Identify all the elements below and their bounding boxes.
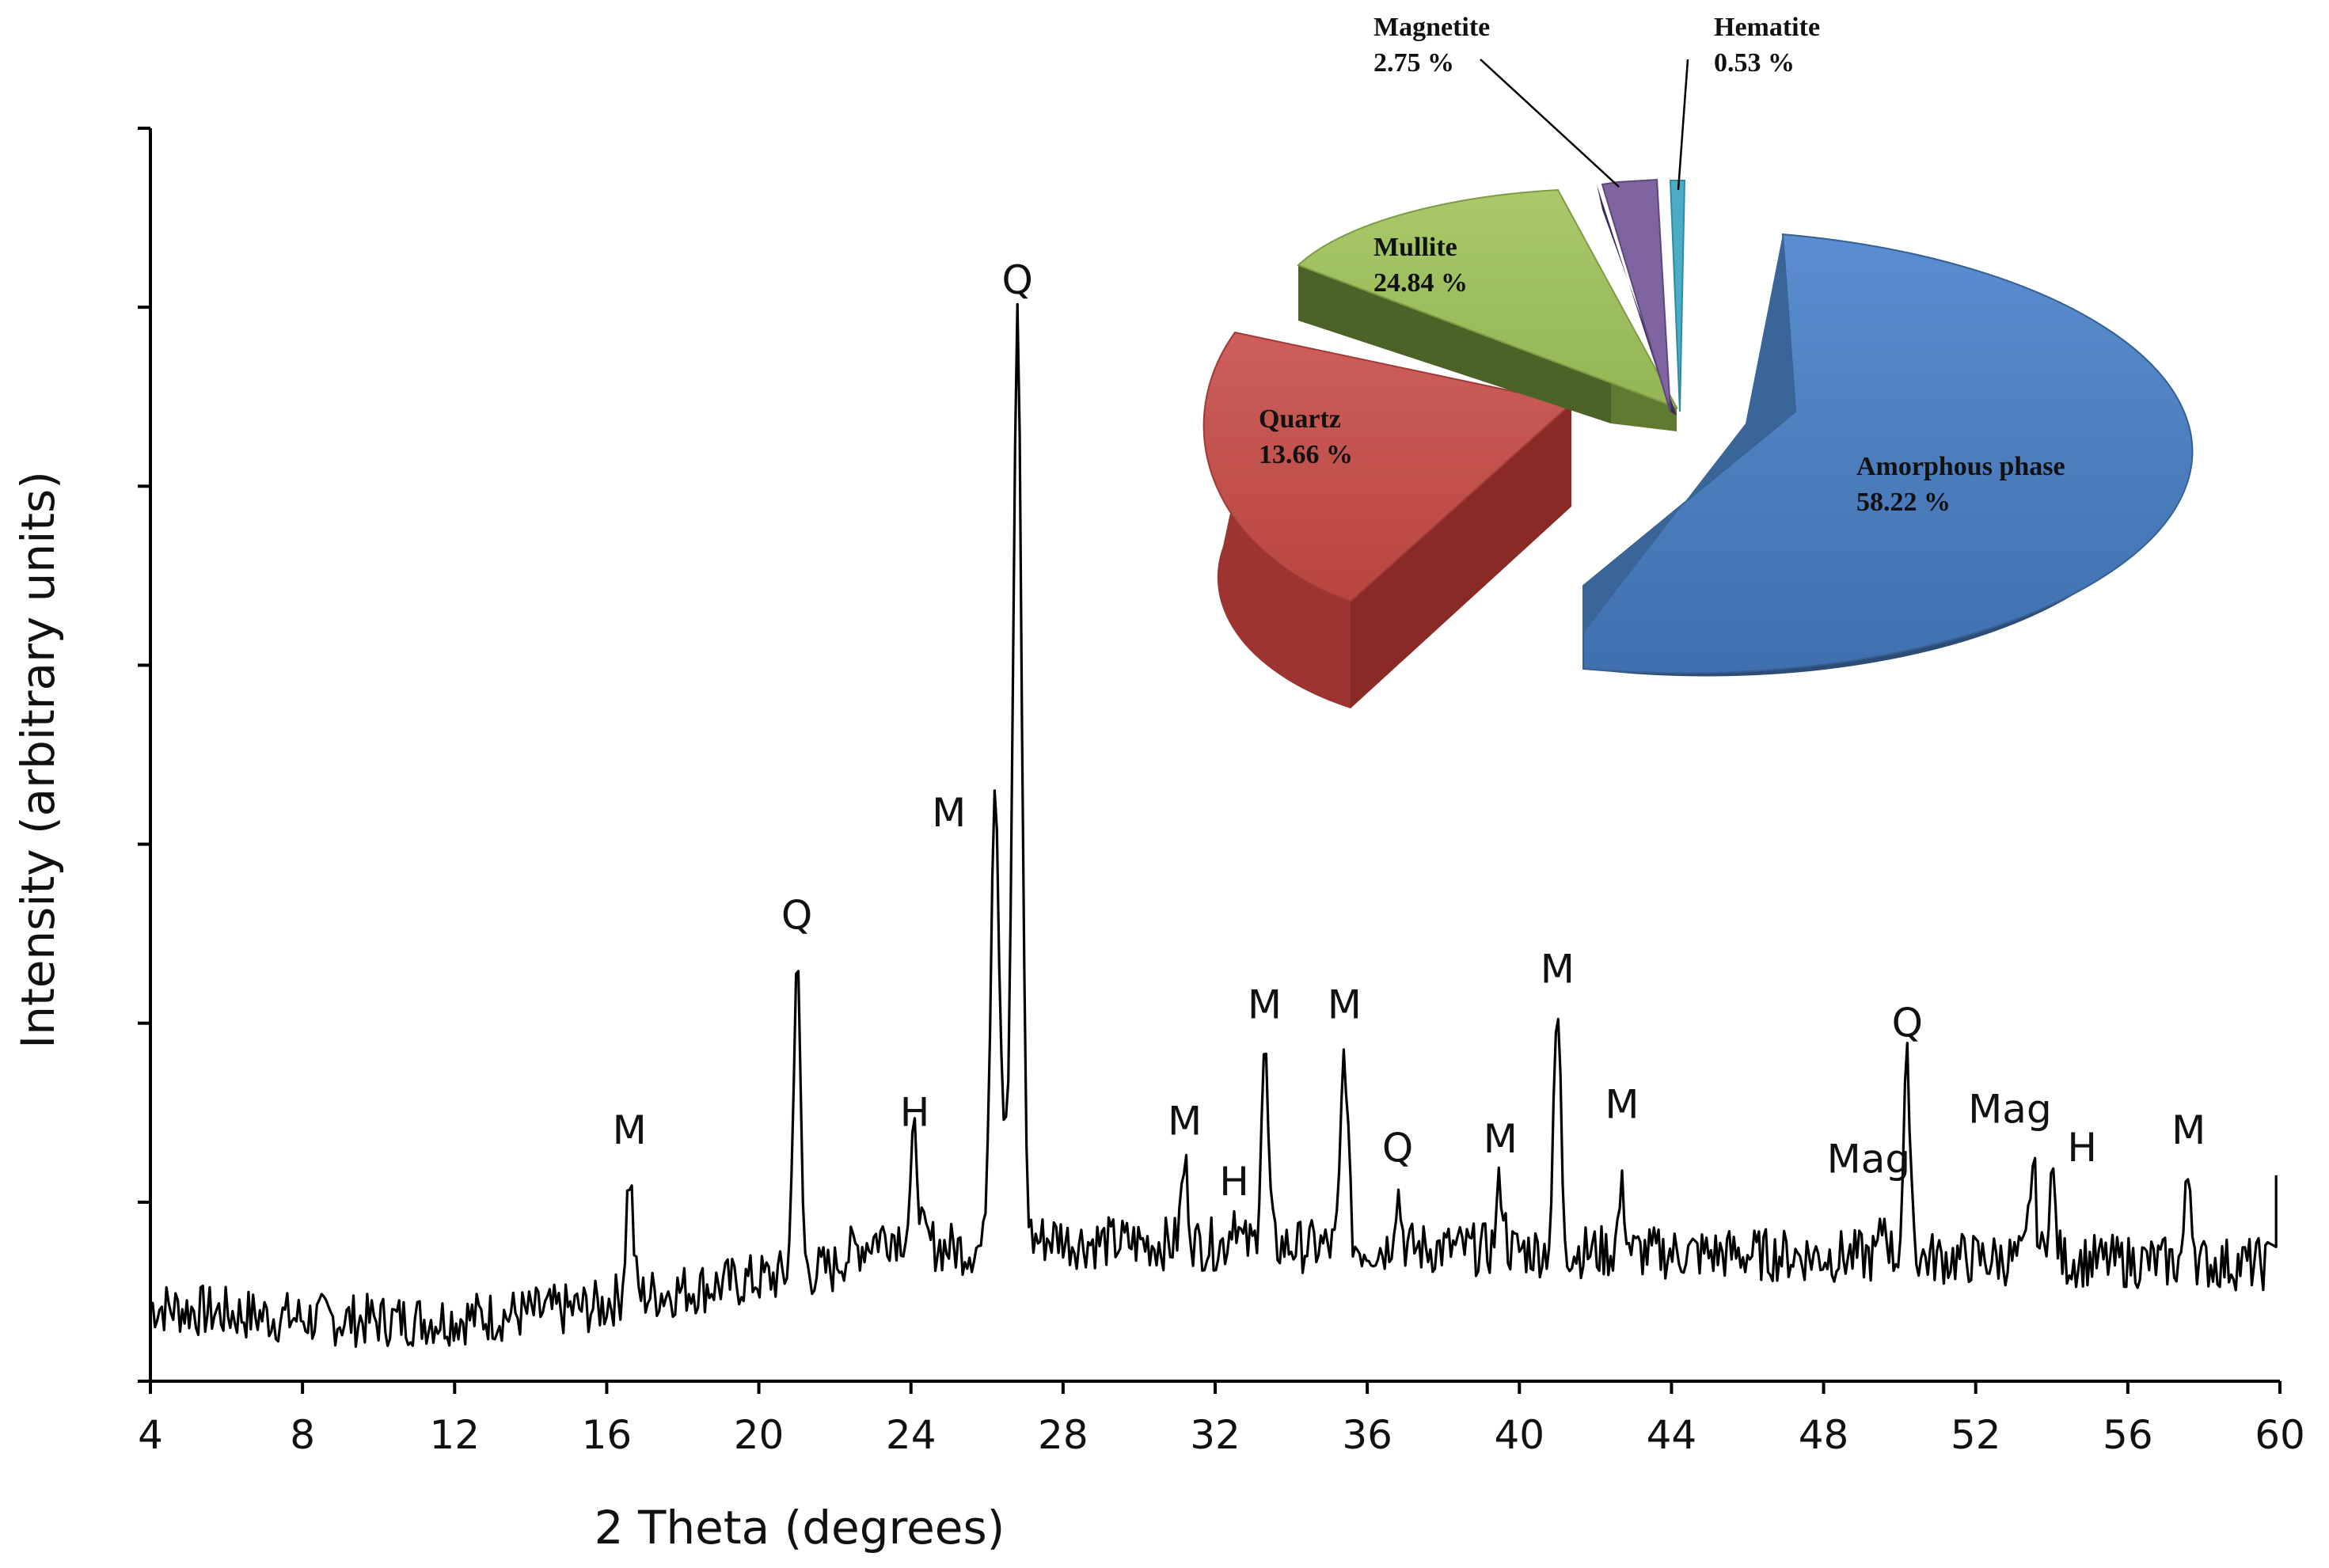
pie-slice-quartz xyxy=(1202,331,1574,603)
y-axis-title: Intensity (arbitrary units) xyxy=(11,471,65,1049)
peak-label: M xyxy=(1248,982,1282,1028)
pie-label-mullite-value: 24.84 % xyxy=(1373,268,1468,298)
x-tick-label: 48 xyxy=(1799,1412,1849,1458)
peak-label: Q xyxy=(1892,1000,1923,1046)
x-axis-title: 2 Theta (degrees) xyxy=(595,1501,1005,1555)
x-axis-ticks: 4 8 12 16 20 24 28 32 36 40 44 48 52 56 60 xyxy=(138,1381,2305,1458)
peak-label: M xyxy=(2171,1107,2206,1153)
pie-slice-amorphous-cut xyxy=(1583,234,1795,633)
peak-label: Q xyxy=(1382,1126,1413,1171)
peak-label: M xyxy=(1168,1099,1202,1145)
pie-slice-amorphous xyxy=(1582,233,2194,674)
y-axis-ticks xyxy=(138,127,150,1383)
peak-label: H xyxy=(900,1089,930,1135)
x-tick-label: 52 xyxy=(1951,1412,2001,1458)
pie-label-mullite-name: Mullite xyxy=(1373,233,1457,262)
pie-label-hematite-value: 0.53 % xyxy=(1714,48,1795,78)
x-tick-label: 44 xyxy=(1647,1412,1697,1458)
pie-slice-side-quartz-curve xyxy=(1217,491,1351,708)
leader-line-hematite xyxy=(1677,59,1689,191)
pie-slice-hematite xyxy=(1669,180,1686,412)
xrd-pattern-line xyxy=(149,302,2278,1348)
x-tick-label: 8 xyxy=(290,1412,315,1458)
pie-label-quartz-name: Quartz xyxy=(1259,404,1341,434)
pie-label-amorphous-value: 58.22 % xyxy=(1856,488,1951,517)
pie-slice-mullite xyxy=(1297,188,1679,409)
x-tick-label: 40 xyxy=(1494,1412,1544,1458)
x-tick-label: 56 xyxy=(2103,1412,2153,1458)
peak-label: M xyxy=(613,1107,647,1153)
x-tick-label: 16 xyxy=(582,1412,633,1458)
x-tick-label: 32 xyxy=(1190,1412,1240,1458)
peak-label: Q xyxy=(781,893,812,939)
peak-label: Mag xyxy=(1827,1136,1911,1182)
x-tick-label: 36 xyxy=(1342,1412,1392,1458)
pie-label-magnetite-value: 2.75 % xyxy=(1373,48,1454,78)
peak-label: Q xyxy=(1002,257,1033,303)
peak-label: M xyxy=(1328,982,1362,1028)
x-tick-label: 60 xyxy=(2255,1412,2305,1458)
peak-label: M xyxy=(1605,1082,1639,1128)
x-tick-label: 12 xyxy=(429,1412,480,1458)
pie-label-quartz-value: 13.66 % xyxy=(1259,440,1353,469)
peak-label: Mag xyxy=(1968,1087,2052,1133)
leader-line-magnetite xyxy=(1480,59,1620,188)
peak-label: H xyxy=(2067,1125,2097,1171)
pie-label-hematite-name: Hematite xyxy=(1714,13,1820,42)
peak-label: M xyxy=(932,790,966,836)
peak-label: M xyxy=(1541,946,1575,992)
pie-slice-side-quartz xyxy=(1351,404,1571,708)
pie-label-magnetite-name: Magnetite xyxy=(1373,13,1490,42)
x-tick-label: 4 xyxy=(138,1412,163,1458)
pie-label-amorphous-name: Amorphous phase xyxy=(1856,452,2065,481)
pie-slice-magnetite xyxy=(1601,178,1671,412)
phase-pie-chart: Magnetite 2.75 % Hematite 0.53 % Mullite… xyxy=(1202,13,2194,708)
peak-label: M xyxy=(1484,1116,1518,1162)
x-tick-label: 28 xyxy=(1038,1412,1089,1458)
pie-slice-side-mullite xyxy=(1298,265,1611,423)
x-tick-label: 20 xyxy=(734,1412,785,1458)
x-tick-label: 24 xyxy=(886,1412,937,1458)
peak-label: H xyxy=(1219,1159,1249,1205)
